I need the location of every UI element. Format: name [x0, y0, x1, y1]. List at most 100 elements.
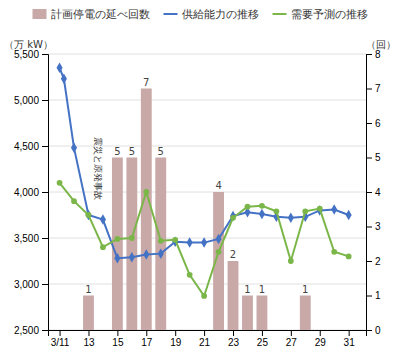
tick-mark: [175, 330, 176, 336]
data-label: 2: [230, 249, 236, 260]
tick: 25: [257, 330, 269, 348]
tick-mark: [42, 238, 48, 239]
marker: [61, 74, 67, 85]
tick-label: 29: [315, 337, 327, 348]
tick-label: 7: [375, 83, 381, 94]
tick-label: 15: [112, 337, 124, 348]
bar: [300, 296, 311, 331]
tick: 3,000: [14, 279, 48, 290]
data-label: 1: [244, 284, 250, 295]
marker: [71, 198, 77, 204]
legend-swatch: [33, 9, 47, 19]
marks: [57, 63, 352, 330]
data-label: 5: [129, 146, 135, 157]
tick: 13: [83, 330, 95, 348]
data-label: 4: [215, 180, 221, 191]
marker: [172, 237, 178, 243]
grid: [48, 54, 366, 330]
annotation: 震災と原発事故: [93, 137, 103, 200]
tick-label: 4: [375, 187, 381, 198]
axis-line: [42, 55, 49, 331]
bar: [83, 296, 94, 331]
marker: [143, 189, 149, 195]
legend-item: 供給能力の推移: [164, 8, 259, 21]
tick-mark: [117, 330, 118, 336]
marker: [274, 208, 280, 214]
legend-item: 計画停電の延べ回数: [33, 8, 150, 21]
marker: [259, 209, 265, 220]
tick: 2,500: [14, 325, 48, 336]
tick-mark: [291, 330, 292, 336]
tick-mark: [366, 89, 372, 90]
tick: 3/11: [51, 330, 70, 348]
tick: 23: [228, 330, 240, 348]
tick: 5,000: [14, 95, 48, 106]
marker: [259, 203, 265, 209]
x-axis: 3/1113151719212325272931: [49, 330, 367, 348]
marker: [302, 208, 308, 214]
chart: 3/11131517192123252729312,5003,0003,5004…: [0, 0, 400, 356]
marker: [216, 234, 222, 245]
marker: [187, 272, 193, 278]
marker: [230, 215, 236, 221]
tick-label: 4,000: [14, 187, 39, 198]
marker: [158, 248, 164, 259]
tick-label: 21: [199, 337, 211, 348]
legend-item: 需要予測の推移: [273, 8, 368, 21]
legend: 計画停電の延べ回数 供給能力の推移 需要予測の推移: [33, 8, 368, 21]
tick: 7: [366, 83, 381, 94]
tick-label: 31: [344, 337, 356, 348]
marker: [158, 238, 164, 244]
marker: [57, 63, 63, 74]
tick-mark: [366, 192, 372, 193]
marker: [331, 204, 337, 215]
tick: 3,500: [14, 233, 48, 244]
tick: 6: [366, 118, 381, 129]
data-label: 5: [114, 146, 120, 157]
tick-mark: [366, 54, 372, 55]
marker: [187, 237, 193, 248]
bar: [141, 89, 152, 331]
tick-mark: [262, 330, 263, 336]
tick-mark: [88, 330, 89, 336]
bar: [112, 158, 123, 331]
bar: [155, 158, 166, 331]
tick-label: 1: [375, 290, 381, 301]
tick-label: 6: [375, 118, 381, 129]
marker: [346, 210, 352, 221]
legend-swatch: [273, 13, 287, 15]
y2-axis: 012345678: [366, 49, 381, 336]
marker: [57, 180, 63, 186]
tick: 15: [112, 330, 124, 348]
tick: 5,500: [14, 49, 48, 60]
tick-mark: [366, 330, 372, 331]
tick-label: 19: [170, 337, 182, 348]
tick-mark: [366, 158, 372, 159]
tick-label: 3/11: [51, 337, 70, 348]
tick-label: 0: [375, 325, 381, 336]
tick-label: 23: [228, 337, 240, 348]
tick-mark: [42, 284, 48, 285]
tick: 4,000: [14, 187, 48, 198]
y-axis-label: （万 kW）: [4, 39, 53, 50]
tick: 1: [366, 290, 381, 301]
tick: 0: [366, 325, 381, 336]
legend-label: 供給能力の推移: [182, 8, 259, 21]
marker: [201, 237, 207, 248]
tick-mark: [42, 146, 48, 147]
tick: 31: [344, 330, 356, 348]
marker: [100, 214, 106, 225]
tick: 27: [286, 330, 298, 348]
tick: 19: [170, 330, 182, 348]
tick-mark: [42, 192, 48, 193]
marker: [129, 235, 135, 241]
tick-mark: [366, 227, 372, 228]
line: [60, 68, 349, 258]
bar-series: [83, 89, 311, 331]
marker: [288, 212, 294, 223]
plot: 3/11131517192123252729312,5003,0003,5004…: [4, 39, 396, 348]
marker: [114, 253, 120, 264]
tick-label: 5,000: [14, 95, 39, 106]
marker: [129, 252, 135, 263]
grid-line: [48, 54, 366, 55]
